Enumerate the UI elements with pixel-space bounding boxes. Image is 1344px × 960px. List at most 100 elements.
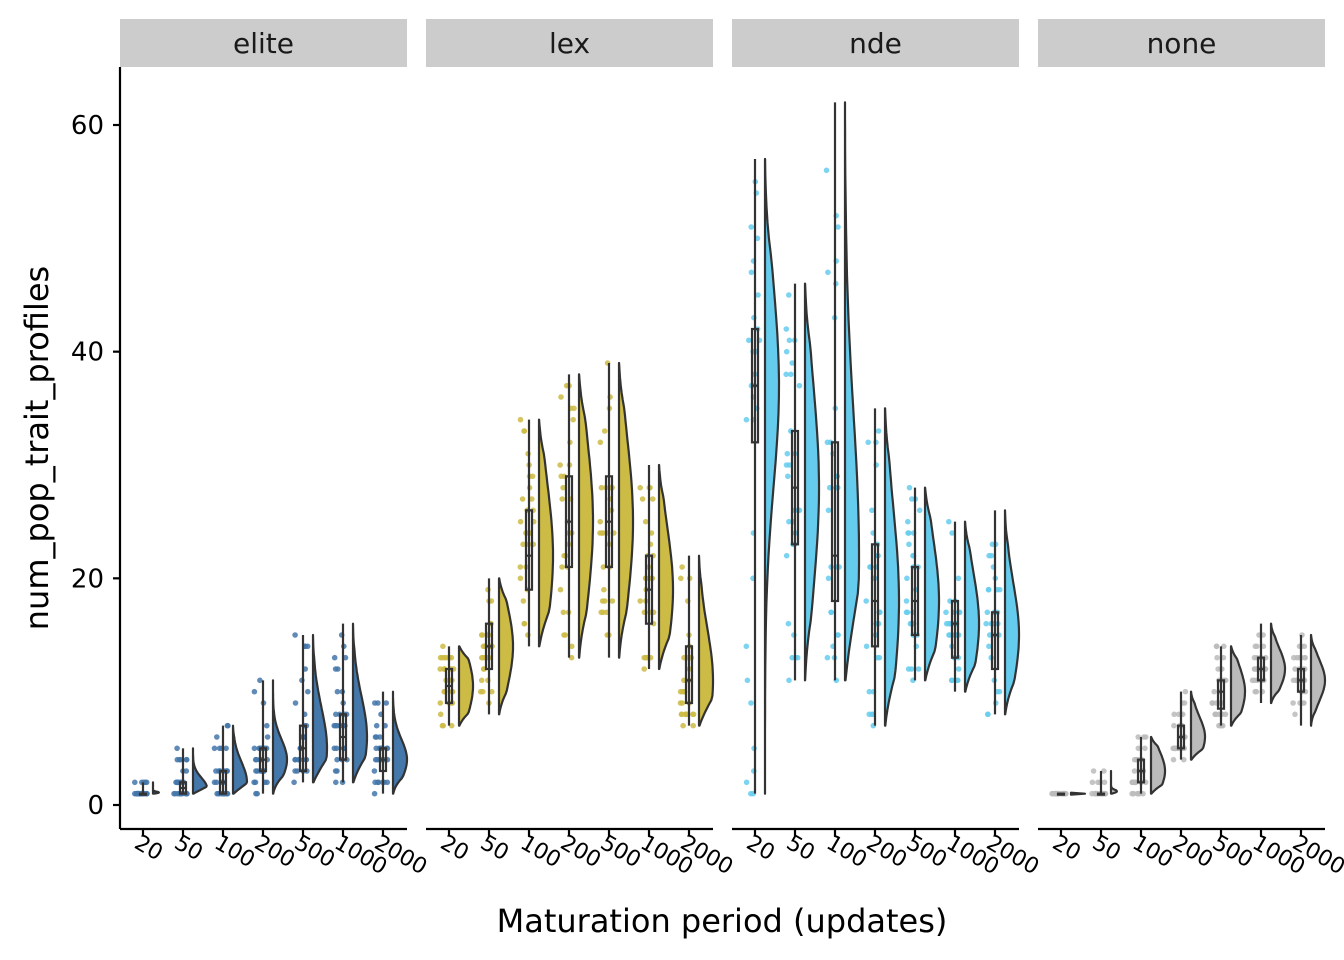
data-point — [213, 768, 219, 774]
data-point — [560, 609, 567, 616]
data-point — [955, 575, 962, 582]
data-point — [609, 598, 616, 604]
violin-half — [763, 157, 781, 795]
data-point — [906, 541, 912, 548]
data-point — [478, 677, 485, 684]
violin-half — [497, 577, 515, 716]
data-point — [679, 564, 685, 570]
data-point — [946, 518, 952, 525]
violin-half — [351, 622, 369, 784]
data-point — [520, 598, 527, 604]
data-point — [601, 428, 608, 434]
y-axis-title: num_pop_trait_profiles — [18, 266, 56, 630]
data-point — [1253, 688, 1260, 695]
data-point — [480, 688, 486, 695]
data-point — [863, 643, 870, 650]
data-point — [1301, 643, 1308, 650]
data-point — [597, 530, 603, 536]
data-point — [1130, 790, 1137, 797]
facet-strip — [426, 19, 713, 67]
data-point — [372, 779, 378, 786]
data-point — [440, 722, 447, 729]
data-point — [264, 722, 270, 729]
group-lex-500: 500 — [596, 360, 645, 873]
violin-half — [1149, 735, 1167, 795]
data-point — [783, 371, 789, 378]
data-point — [601, 586, 607, 593]
data-point — [1090, 768, 1097, 774]
data-point — [332, 722, 339, 729]
data-point — [823, 167, 830, 174]
box-iqr — [684, 645, 694, 705]
x-tick-label: 50 — [170, 831, 207, 867]
violin-half — [923, 486, 941, 682]
data-point — [785, 620, 792, 627]
data-point — [1142, 745, 1148, 752]
data-point — [825, 575, 832, 582]
violin-half — [803, 282, 821, 682]
data-point — [557, 586, 564, 593]
data-point — [835, 632, 841, 638]
data-point — [143, 779, 150, 786]
data-point — [383, 700, 390, 706]
data-point — [642, 518, 649, 525]
data-point — [560, 484, 566, 491]
data-point — [521, 428, 528, 434]
data-point — [1209, 700, 1216, 706]
data-point — [480, 654, 486, 661]
data-point — [639, 496, 646, 502]
data-point — [906, 484, 913, 491]
group-none-500: 500 — [1208, 643, 1257, 873]
data-point — [985, 586, 992, 593]
data-point — [333, 711, 339, 718]
box-iqr — [990, 611, 1000, 671]
data-point — [678, 575, 684, 582]
data-point — [253, 768, 259, 774]
data-point — [519, 496, 526, 502]
data-point — [332, 768, 339, 774]
data-point — [1101, 768, 1107, 774]
data-point — [1290, 700, 1296, 706]
data-point — [517, 416, 524, 423]
data-point — [372, 756, 379, 763]
data-point — [690, 722, 696, 729]
data-point — [521, 620, 528, 627]
data-point — [439, 654, 446, 661]
data-point — [254, 790, 260, 797]
data-point — [1221, 643, 1227, 650]
data-point — [517, 575, 524, 582]
data-point — [292, 700, 299, 706]
data-point — [213, 779, 220, 786]
box-iqr — [830, 441, 840, 603]
group-elite-200: 200 — [250, 677, 299, 873]
data-point — [333, 779, 339, 786]
data-point — [174, 779, 181, 786]
data-point — [1135, 734, 1141, 740]
data-point — [748, 269, 755, 276]
data-point — [373, 734, 380, 740]
violin-half — [1003, 509, 1021, 716]
data-point — [825, 507, 832, 514]
data-point — [863, 598, 869, 604]
data-point — [331, 745, 338, 752]
violin-half — [1269, 622, 1287, 705]
data-point — [529, 496, 535, 502]
facet-strip — [1038, 19, 1325, 67]
data-point — [171, 790, 177, 797]
facet-strip-label: nde — [849, 27, 902, 60]
violin-half — [271, 679, 289, 795]
data-point — [559, 564, 565, 570]
data-point — [1213, 643, 1220, 650]
data-point — [984, 609, 991, 616]
data-point — [824, 439, 831, 446]
data-point — [1101, 779, 1108, 786]
data-point — [682, 711, 689, 718]
data-point — [865, 439, 871, 446]
data-point — [1171, 711, 1177, 718]
data-point — [569, 643, 575, 650]
data-point — [875, 428, 882, 434]
data-point — [478, 632, 485, 638]
y-tick-label: 40 — [71, 338, 104, 368]
group-none-2000: 2000 — [1288, 632, 1344, 880]
